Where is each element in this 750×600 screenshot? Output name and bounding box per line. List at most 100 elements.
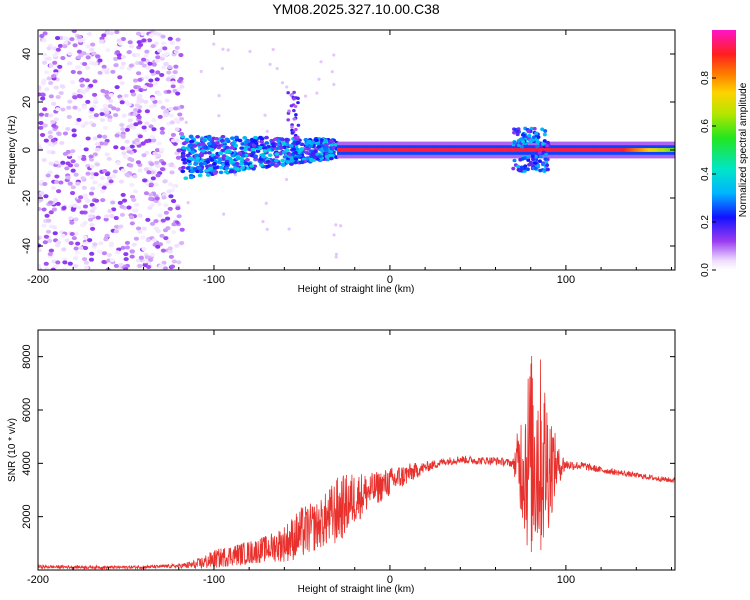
spectrogram-cell	[40, 96, 46, 101]
spectrogram-cell	[185, 166, 191, 170]
spectrogram-band-cell	[425, 148, 429, 152]
spectrogram-cell	[278, 146, 284, 150]
spectrogram-band-cell	[632, 148, 636, 152]
spectrogram-cell	[148, 257, 154, 262]
spectrogram-cell	[135, 31, 142, 36]
spectrogram-band-cell	[478, 148, 481, 152]
spectrogram-cell	[264, 141, 270, 145]
spectrogram-cell	[88, 83, 94, 88]
spectrogram-cell	[229, 136, 235, 140]
spectrogram-cell	[111, 106, 117, 111]
spectrogram-cell	[151, 138, 157, 143]
spectrogram-cell	[78, 89, 85, 94]
spectrogram-cell	[115, 161, 121, 166]
spectrogram-band-cell	[377, 148, 380, 152]
spectrogram-cell	[60, 233, 66, 238]
spectrogram-cell	[117, 41, 124, 46]
spectrogram-cell	[528, 140, 533, 145]
spectrogram-cell	[41, 158, 47, 163]
spectrogram-cell	[144, 109, 150, 114]
spectrogram-cell	[67, 181, 73, 186]
spectrogram-y-axis-label: Frequency (Hz)	[7, 116, 18, 185]
spectrogram-cell	[54, 174, 60, 179]
spectrogram-cell	[172, 106, 179, 111]
spectrogram-cell	[123, 252, 129, 257]
spectrogram-cell	[51, 207, 57, 212]
spectrogram-cell	[123, 257, 129, 262]
spectrogram-cell	[102, 169, 108, 174]
spectrogram-cell	[325, 154, 330, 159]
spectrogram-cell	[60, 160, 66, 165]
spectrogram-cell	[153, 41, 159, 46]
spectrogram-cell	[82, 204, 89, 209]
spectrogram-cell	[181, 146, 186, 150]
spectrogram-cell	[76, 93, 82, 98]
spectrogram-cell	[137, 168, 143, 173]
spectrogram-cell	[129, 215, 135, 220]
spectrogram-cell	[535, 144, 540, 149]
spectrogram-cell	[289, 162, 294, 166]
spectrogram-cell	[294, 127, 298, 132]
spectrogram-cell	[220, 134, 226, 139]
spectrogram-cell	[156, 92, 163, 97]
spectrogram-cell	[113, 224, 120, 229]
spectrogram-cell	[149, 203, 155, 208]
spectrogram-cell	[121, 198, 128, 203]
spectrogram-band-cell	[649, 148, 652, 152]
spectrogram-cell	[293, 136, 297, 140]
spectrogram-cell	[540, 162, 545, 167]
spectrogram-cell	[284, 137, 290, 142]
spectrogram-cell	[284, 177, 289, 182]
spectrogram-cell	[141, 226, 147, 231]
spectrogram-cell	[515, 164, 520, 169]
spectrogram-band-cell	[453, 148, 456, 152]
spectrogram-cell	[159, 56, 165, 61]
spectrogram-cell	[89, 209, 95, 214]
spectrogram-cell	[150, 97, 156, 102]
spectrogram-cell	[139, 98, 145, 103]
spectrogram-band-cell	[415, 148, 418, 152]
spectrogram-cell	[245, 157, 250, 162]
spectrogram-band-cell	[421, 148, 424, 152]
spectrogram-cell	[124, 240, 131, 245]
spectrogram-cell	[114, 50, 121, 55]
spectrogram-cell	[150, 44, 156, 49]
spectrogram-band-cell	[408, 148, 412, 152]
spectrogram-cell	[105, 95, 112, 100]
spectrogram-cell	[155, 55, 161, 60]
spectrogram-band-cell	[628, 148, 631, 152]
spectrogram-cell	[534, 151, 539, 156]
spectrogram-band-cell	[560, 148, 564, 152]
spectrogram-band-cell	[516, 148, 519, 152]
spectrogram-cell	[58, 180, 64, 185]
spectrogram-cell	[218, 151, 223, 156]
spectrogram-cell	[93, 198, 100, 203]
spectrogram-cell	[123, 267, 129, 270]
spectrogram-cell	[51, 123, 57, 128]
spectrogram-cell	[163, 62, 169, 67]
spectrogram-cell	[293, 104, 298, 108]
spectrogram-cell	[89, 175, 95, 180]
spectrogram-band-cell	[569, 148, 572, 152]
spectrogram-cell	[44, 87, 50, 92]
spectrogram-cell	[52, 264, 59, 269]
spectrogram-cell	[85, 171, 91, 176]
spectrogram-cell	[167, 36, 173, 41]
spectrogram-cell	[47, 134, 54, 139]
spectrogram-cell	[50, 267, 56, 270]
spectrogram-cell	[133, 85, 139, 90]
spectrogram-cell	[56, 240, 62, 245]
spectrogram-cell	[196, 166, 202, 171]
spectrogram-cell	[128, 163, 134, 168]
spectrogram-cell	[233, 173, 237, 177]
spectrogram-cell	[270, 142, 276, 146]
spectrogram-cell	[66, 61, 73, 66]
spectrogram-cell	[332, 233, 336, 237]
spectrogram-cell	[84, 78, 90, 83]
spectrogram-cell	[141, 153, 147, 158]
spectrogram-band-cell	[358, 148, 361, 152]
spectrogram-cell	[537, 159, 542, 163]
spectrogram-cell	[70, 168, 76, 173]
snr-series-line	[38, 355, 675, 570]
